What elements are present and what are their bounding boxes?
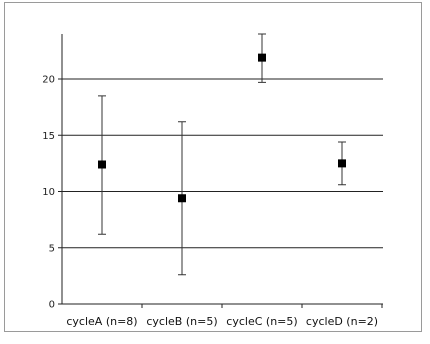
y-tick-label-2: 10 [42, 187, 55, 198]
x-category-label-2: cycleC (n=5) [226, 315, 297, 328]
y-tick-label-1: 5 [49, 243, 55, 254]
x-category-label-1: cycleB (n=5) [146, 315, 217, 328]
grid-layer [62, 78, 383, 249]
y-tick-label-3: 15 [42, 131, 55, 142]
y-tick-label-4: 20 [42, 75, 55, 86]
marks-layer [98, 33, 346, 276]
x-category-label-3: cycleD (n=2) [306, 315, 378, 328]
y-tick-label-0: 0 [49, 300, 55, 311]
data-point-0 [98, 160, 106, 169]
axes-layer [58, 34, 383, 308]
labels-layer: 0 5 10 15 20 cycleA (n=8) cycleB (n=5) cycleC (… [42, 75, 378, 329]
chart-frame [4, 2, 422, 332]
data-point-1 [178, 194, 186, 203]
data-point-2 [258, 53, 266, 62]
data-point-3 [338, 159, 346, 168]
x-category-label-0: cycleA (n=8) [66, 315, 137, 328]
